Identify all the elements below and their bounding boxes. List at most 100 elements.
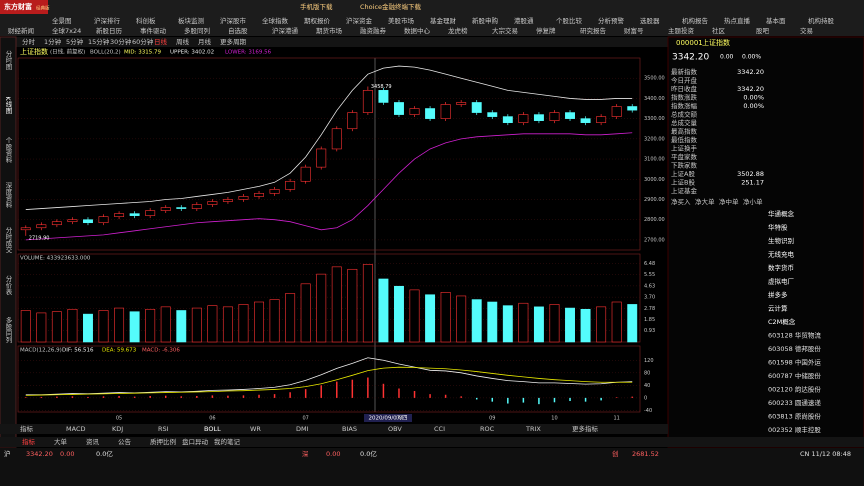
menu-item[interactable]: 沪深港通 — [272, 26, 299, 35]
bottom-tab[interactable]: 我的笔记 — [214, 437, 241, 446]
indicator-tab[interactable]: KDJ — [112, 425, 123, 433]
indicator-tab[interactable]: ROC — [480, 425, 495, 433]
indicator-tab[interactable]: OBV — [388, 425, 402, 433]
menu-item[interactable]: 基本面 — [766, 16, 786, 25]
menu-item[interactable]: 基金理财 — [430, 16, 457, 25]
menu-item[interactable]: 沪深排行 — [94, 16, 121, 25]
menu-item[interactable]: 科创板 — [136, 16, 156, 25]
indicator-tab[interactable]: TRIX — [525, 425, 541, 433]
menu-item[interactable]: 财经新闻 — [8, 26, 34, 35]
side-tab[interactable]: 分时图 — [4, 49, 12, 71]
menu-item[interactable]: 主题投资 — [668, 26, 695, 35]
menu-item[interactable]: 大宗交易 — [492, 26, 518, 35]
menu-item[interactable]: 期权报价 — [304, 16, 331, 25]
period-tab[interactable]: 分时 — [22, 37, 36, 46]
period-tab[interactable]: 周线 — [176, 37, 190, 46]
flow-tab[interactable]: 净大单 — [695, 197, 715, 206]
indicator-tab[interactable]: 指标 — [20, 424, 34, 433]
period-tab[interactable]: 日线 — [154, 37, 168, 46]
list-item[interactable]: 无线充电 — [768, 250, 795, 259]
bottom-tab[interactable]: 盘口异动 — [182, 437, 209, 446]
menu-item[interactable]: 龙虎榜 — [448, 26, 468, 35]
menu-item[interactable]: 多股同列 — [184, 26, 210, 35]
list-item[interactable]: 生物识别 — [768, 236, 794, 245]
indicator-tab[interactable]: DMI — [296, 425, 309, 433]
menu-item[interactable]: 全球指数 — [262, 16, 289, 25]
menu-item[interactable]: 新股申购 — [472, 16, 499, 25]
menu-link[interactable]: 手机版下载 — [300, 2, 333, 11]
menu-item[interactable]: 全球7x24 — [52, 26, 81, 35]
flow-tab[interactable]: 净小单 — [743, 197, 763, 206]
list-item[interactable]: 600787 中储股份 — [768, 371, 821, 380]
list-item[interactable]: 拼多多 — [768, 290, 788, 299]
list-item[interactable]: 603058 德邦股份 — [768, 344, 821, 353]
period-tab[interactable]: 更多周期 — [220, 37, 247, 46]
menu-item[interactable]: 选股器 — [640, 16, 660, 25]
menu-item[interactable]: 自选股 — [228, 26, 248, 35]
bottom-tab[interactable]: 质押比例 — [150, 437, 176, 446]
list-item[interactable]: 华通概念 — [768, 209, 795, 218]
period-tab[interactable]: 30分钟 — [110, 37, 132, 46]
menu-item[interactable]: 期货市场 — [316, 26, 343, 35]
menu-item[interactable]: 机构持股 — [808, 16, 835, 25]
bottom-tab[interactable]: 公告 — [118, 437, 132, 446]
list-item[interactable]: 虚拟电厂 — [768, 277, 795, 286]
menu-link[interactable]: Choice金融终端下载 — [360, 2, 422, 11]
menu-item[interactable]: 美股市场 — [388, 16, 415, 25]
period-tab[interactable]: 5分钟 — [66, 37, 84, 46]
list-item[interactable]: C2M概念 — [768, 317, 796, 326]
indicator-tab[interactable]: RSI — [158, 425, 169, 433]
side-tab[interactable]: 分价表 — [4, 274, 12, 296]
period-tab[interactable]: 60分钟 — [132, 37, 154, 46]
menu-item[interactable]: 热点直播 — [724, 16, 751, 25]
menu-item[interactable]: 机构报告 — [682, 16, 709, 25]
menu-item[interactable]: 沪深资金 — [346, 16, 373, 25]
menu-item[interactable]: 全景图 — [52, 16, 72, 25]
y-tick-label: 2900.00 — [644, 197, 665, 203]
menu-item[interactable]: 数据中心 — [404, 26, 431, 35]
list-item[interactable]: 002352 顺丰控股 — [768, 425, 821, 434]
x-tick-label: 05 — [116, 416, 122, 422]
bottom-tab[interactable]: 资讯 — [86, 437, 100, 446]
list-item[interactable]: 数字货币 — [768, 263, 794, 272]
flow-tab[interactable]: 净中单 — [719, 197, 739, 206]
menu-item[interactable]: 分析预警 — [598, 16, 625, 25]
menu-item[interactable]: 财富号 — [624, 26, 644, 35]
menu-item[interactable]: 事件驱动 — [140, 26, 167, 35]
side-tab[interactable]: 多股同列 — [4, 316, 12, 345]
period-tab[interactable]: 1分钟 — [44, 37, 62, 46]
bottom-tab[interactable]: 指标 — [22, 437, 36, 446]
menu-item[interactable]: 社区 — [712, 26, 726, 35]
bottom-tab[interactable]: 大单 — [54, 437, 68, 446]
list-item[interactable]: 600233 圆通速递 — [768, 398, 821, 407]
period-tab[interactable]: 15分钟 — [88, 37, 110, 46]
menu-item[interactable]: 个股比较 — [556, 16, 583, 25]
menu-item[interactable]: 新股日历 — [96, 26, 123, 35]
side-tab[interactable]: 个股资料 — [4, 137, 12, 165]
menu-item[interactable]: 停复牌 — [536, 26, 556, 35]
menu-item[interactable]: 融资融券 — [360, 26, 387, 35]
list-item[interactable]: 603813 原尚股份 — [768, 412, 821, 421]
indicator-tab[interactable]: CCI — [434, 425, 445, 433]
period-tab[interactable]: 月线 — [198, 37, 212, 46]
indicator-tab[interactable]: BIAS — [342, 425, 357, 433]
side-tab[interactable]: 分时成交 — [4, 226, 12, 255]
indicator-tab[interactable]: MACD — [66, 425, 85, 433]
indicator-tab[interactable]: BOLL — [204, 425, 221, 433]
menu-item[interactable]: 研究报告 — [580, 26, 607, 35]
indicator-tab[interactable]: WR — [250, 425, 261, 433]
menu-item[interactable]: 沪深股市 — [220, 16, 247, 25]
menu-item[interactable]: 港股通 — [514, 16, 534, 25]
list-item[interactable]: 华特股 — [768, 223, 788, 232]
menu-item[interactable]: 股吧 — [756, 27, 770, 35]
side-tab[interactable]: 深度资料 — [4, 181, 12, 210]
menu-item[interactable]: 板块监测 — [178, 16, 205, 25]
indicator-tab[interactable]: 更多指标 — [572, 424, 599, 433]
menu-item[interactable]: 交易 — [800, 26, 813, 35]
list-item[interactable]: 002120 韵达股份 — [768, 385, 821, 394]
side-tab[interactable]: K线图 — [4, 96, 12, 114]
list-item[interactable]: 603128 华贸物流 — [768, 331, 821, 340]
flow-tab[interactable]: 净买入 — [671, 197, 691, 206]
list-item[interactable]: 云计算 — [768, 304, 788, 313]
list-item[interactable]: 601598 中国外运 — [768, 358, 821, 367]
